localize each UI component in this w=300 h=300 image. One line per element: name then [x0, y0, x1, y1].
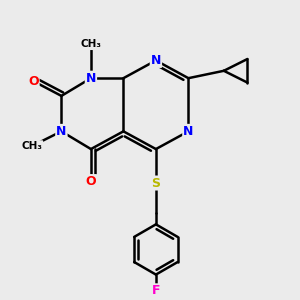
Text: CH₃: CH₃	[21, 141, 42, 151]
Text: F: F	[152, 284, 160, 297]
Text: N: N	[151, 54, 161, 67]
Text: N: N	[183, 125, 194, 138]
Text: CH₃: CH₃	[80, 39, 101, 49]
Text: N: N	[56, 125, 67, 138]
Text: S: S	[152, 176, 160, 190]
Text: O: O	[85, 175, 96, 188]
Text: O: O	[28, 75, 39, 88]
Text: N: N	[86, 72, 96, 85]
